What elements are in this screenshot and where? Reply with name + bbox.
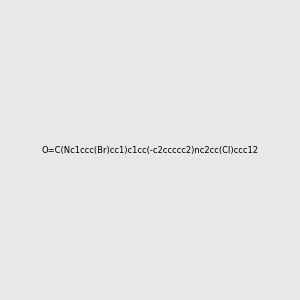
Text: O=C(Nc1ccc(Br)cc1)c1cc(-c2ccccc2)nc2cc(Cl)ccc12: O=C(Nc1ccc(Br)cc1)c1cc(-c2ccccc2)nc2cc(C… xyxy=(41,146,259,154)
